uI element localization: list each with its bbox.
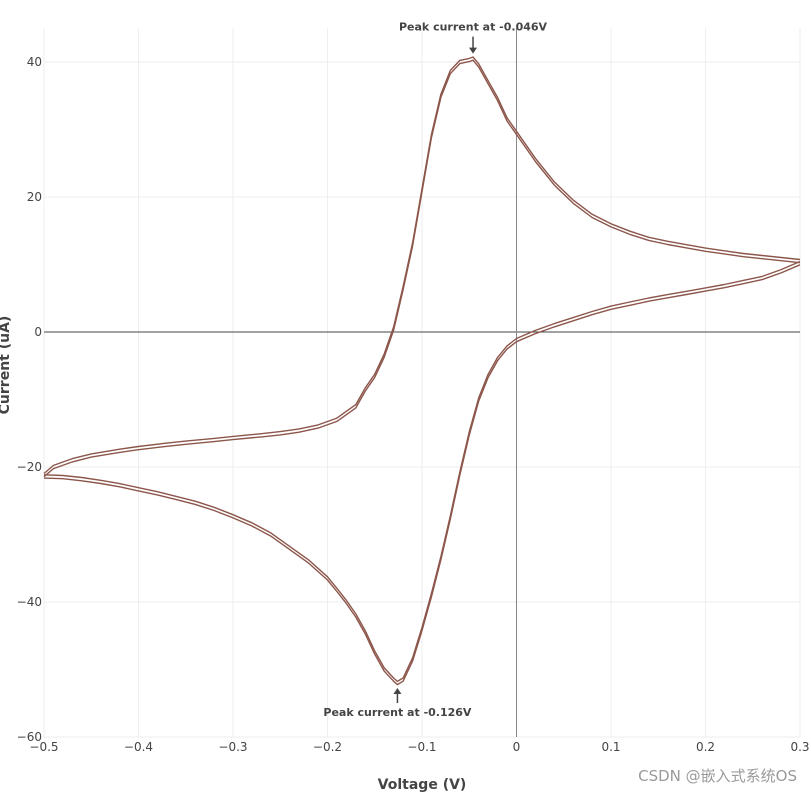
annotation-arrowhead-1 — [469, 47, 478, 54]
y-axis-title: Current (uA) — [0, 316, 13, 415]
zero-lines — [44, 28, 800, 737]
x-tick-label: −0.1 — [407, 740, 436, 754]
y-tick-label: −60 — [17, 730, 42, 744]
x-tick-label: 0.1 — [601, 740, 620, 754]
annotations: Peak current at -0.046V Peak current at -… — [323, 21, 547, 719]
annotation-label-1: Peak current at -0.046V — [399, 21, 548, 34]
y-tick-label: −40 — [17, 595, 42, 609]
y-tick-label: −20 — [17, 460, 42, 474]
series-line-1 — [43, 56, 801, 475]
series-line-1 — [43, 59, 801, 478]
annotation-label-2: Peak current at -0.126V — [323, 706, 472, 719]
grid — [43, 28, 801, 738]
x-axis-ticks: −0.5 −0.4 −0.3 −0.2 −0.1 0 0.1 0.2 0.3 — [29, 740, 809, 754]
x-tick-label: −0.4 — [124, 740, 153, 754]
annotation-arrowhead-2 — [393, 688, 402, 694]
x-tick-label: −0.5 — [29, 740, 58, 754]
series-line-2 — [43, 264, 801, 686]
y-tick-label: 0 — [34, 325, 42, 339]
y-tick-label: 20 — [27, 190, 42, 204]
y-tick-label: 40 — [27, 55, 42, 69]
y-axis-ticks: −60 −40 −20 0 20 40 — [17, 55, 42, 744]
series-line-2 — [43, 260, 801, 683]
x-axis-title: Voltage (V) — [378, 777, 467, 793]
x-tick-label: −0.3 — [218, 740, 247, 754]
watermark-text: CSDN @嵌入式系统OS — [638, 767, 797, 785]
x-tick-label: −0.2 — [313, 740, 342, 754]
x-tick-label: 0 — [513, 740, 521, 754]
x-tick-label: 0.3 — [790, 740, 809, 754]
x-tick-label: 0.2 — [696, 740, 715, 754]
series-group — [43, 56, 801, 686]
